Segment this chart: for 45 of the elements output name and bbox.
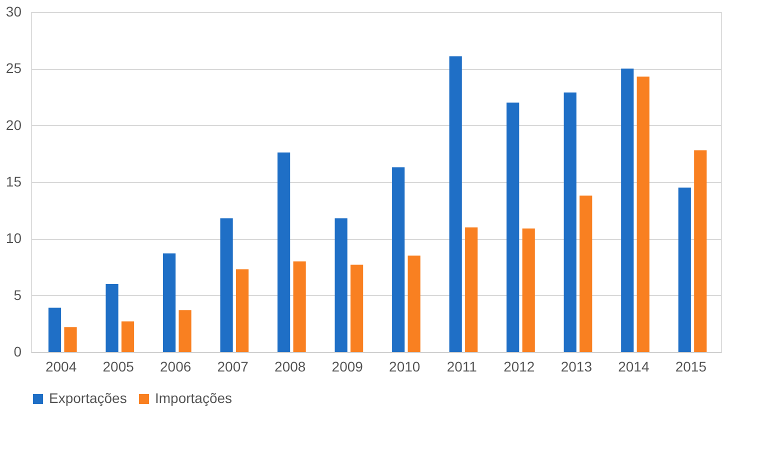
bar [636, 76, 650, 352]
bar [678, 188, 691, 352]
bar [121, 321, 134, 352]
bar [506, 102, 520, 352]
legend-label: Exportações [49, 390, 127, 406]
bar [236, 269, 249, 352]
bar [392, 167, 405, 352]
bar [106, 284, 118, 352]
bar [64, 327, 77, 352]
bar [220, 218, 233, 352]
y-tick-label: 20 [6, 116, 22, 133]
x-tick-label: 2007 [217, 358, 249, 374]
bar [48, 308, 62, 352]
x-tick-label: 2008 [274, 358, 306, 374]
bar [465, 227, 478, 352]
bar [408, 256, 420, 352]
bar [694, 150, 707, 352]
bar [334, 218, 348, 352]
x-tick-label: 2011 [446, 358, 478, 374]
y-tick-label: 15 [6, 174, 22, 190]
bar [278, 152, 290, 352]
x-tick-label: 2006 [160, 358, 192, 374]
bar [621, 68, 634, 352]
bar [350, 264, 364, 352]
x-tick-label: 2014 [618, 358, 650, 374]
x-tick-label: 2005 [102, 358, 134, 374]
bar [449, 56, 462, 352]
x-tick-label: 2004 [45, 358, 77, 374]
x-tick-label: 2010 [389, 358, 420, 374]
bar [178, 310, 192, 352]
x-tick-label: 2012 [504, 358, 535, 374]
bar [162, 253, 176, 352]
y-tick-label: 25 [6, 60, 22, 76]
bar [522, 228, 535, 352]
y-tick-label: 5 [14, 286, 22, 303]
y-tick-label: 10 [6, 230, 22, 246]
bar [564, 92, 576, 352]
bar [580, 196, 592, 352]
x-tick-label: 2013 [560, 358, 592, 374]
x-tick-label: 2009 [332, 358, 364, 374]
y-tick-label: 30 [6, 4, 22, 20]
legend-label: Importações [155, 390, 232, 406]
bar [293, 261, 306, 352]
x-tick-label: 2015 [675, 358, 707, 374]
y-tick-label: 0 [14, 344, 22, 360]
